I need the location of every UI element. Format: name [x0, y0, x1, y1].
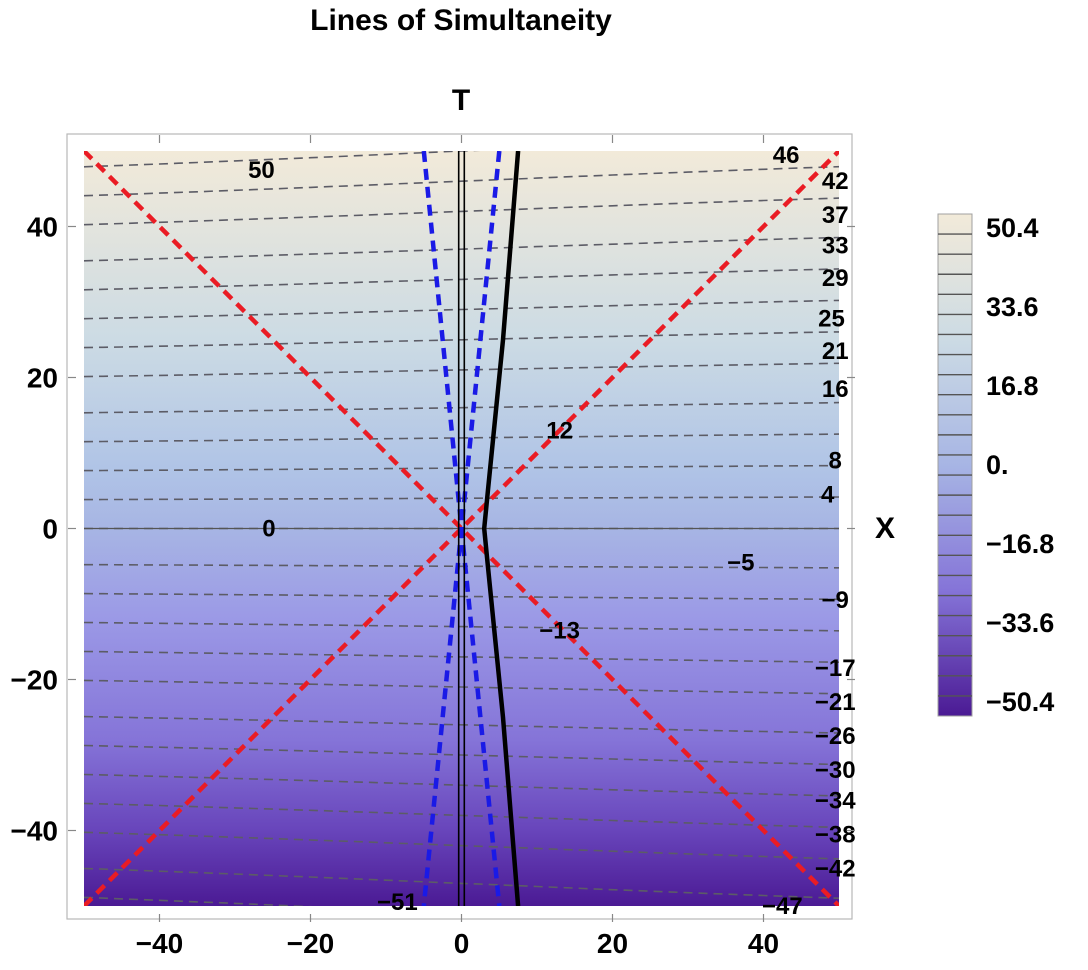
- colorbar-label: 0.: [986, 450, 1009, 480]
- contour-line: [84, 268, 839, 291]
- colorbar: 50.4 33.6 16.8 0. −16.8 −33.6 −50.4: [937, 213, 1054, 717]
- contour-label: −9: [822, 587, 849, 614]
- contour-line: [84, 773, 839, 797]
- contour-labels: 50 46 42 37 33 29 25 21 16 12 8 4 0 −5 −9 −13 −17 −21 −26 −…: [248, 142, 856, 920]
- contour-line: [84, 744, 839, 766]
- contour-label: −30: [815, 757, 856, 784]
- contour-line: [84, 496, 839, 501]
- contour-line: [84, 802, 839, 829]
- colorbar-label: −33.6: [986, 608, 1054, 638]
- contour-label: 25: [818, 306, 845, 333]
- y-tick-label: −40: [11, 816, 59, 847]
- contour-label: −42: [815, 855, 856, 882]
- x-axis-title: X: [875, 512, 895, 545]
- contour-label: 46: [773, 142, 800, 169]
- x-tick-label: −20: [287, 928, 335, 959]
- contour-label: 29: [822, 265, 849, 292]
- contour-line: [84, 331, 839, 349]
- contour-line: [84, 679, 839, 695]
- colorbar-ramp: [937, 213, 973, 717]
- x-tick-label: −40: [136, 928, 184, 959]
- contour-line: [84, 464, 839, 472]
- y-tick-label: 0: [42, 514, 58, 545]
- colorbar-label: −16.8: [986, 529, 1054, 559]
- worldlines: [84, 151, 839, 906]
- contour-line: [84, 831, 839, 860]
- contour-line: [84, 236, 839, 262]
- contour-line: [84, 197, 839, 226]
- contour-label: −51: [377, 889, 418, 916]
- contour-label: 33: [822, 232, 849, 259]
- contour-label: −38: [815, 821, 856, 848]
- contour-line: [84, 433, 839, 443]
- x-tick-label: 0: [454, 928, 470, 959]
- contour-label: 8: [829, 448, 842, 475]
- chart-title: Lines of Simultaneity: [310, 4, 612, 37]
- colorbar-label: 50.4: [986, 213, 1039, 243]
- contour-line: [84, 151, 481, 168]
- contour-label: 37: [822, 202, 849, 229]
- contour-label: −47: [762, 893, 803, 920]
- y-tick-label: 20: [27, 363, 58, 394]
- worldline-blue-dashed: [459, 151, 502, 906]
- contour-label: 12: [546, 417, 573, 444]
- x-tick-label: 20: [597, 928, 628, 959]
- contour-label: −21: [815, 689, 856, 716]
- contour-label: 21: [822, 338, 849, 365]
- contour-line: [84, 299, 839, 320]
- light-cone-line: [84, 151, 839, 906]
- contour-line: [84, 867, 839, 899]
- y-tick-label: 40: [27, 212, 58, 243]
- contour-line: [84, 650, 839, 663]
- x-tick-label: 40: [748, 928, 779, 959]
- worldline-black-solid: [481, 151, 521, 906]
- contour-label: 50: [248, 157, 275, 184]
- contour-line: [84, 896, 313, 906]
- y-axis-title: T: [452, 84, 470, 117]
- light-cone-line: [84, 151, 839, 906]
- contour-label: −13: [539, 617, 580, 644]
- contour-label: −5: [727, 549, 754, 576]
- contour-label: 0: [262, 516, 275, 543]
- colorbar-label: 33.6: [986, 292, 1039, 322]
- contour-line: [84, 165, 839, 197]
- contour-label: −26: [815, 723, 856, 750]
- contour-lines: [84, 151, 839, 906]
- colorbar-label: 16.8: [986, 371, 1039, 401]
- contour-label: 16: [822, 376, 849, 403]
- contour-label: −34: [815, 787, 856, 814]
- contour-line: [84, 563, 839, 569]
- colorbar-label: −50.4: [986, 687, 1054, 717]
- contour-label: −17: [815, 655, 856, 682]
- contour-line: [84, 621, 839, 632]
- contour-line: [84, 401, 839, 414]
- y-tick-label: −20: [11, 665, 59, 696]
- contour-label: 42: [822, 168, 849, 195]
- contour-line: [84, 715, 839, 734]
- contour-line: [84, 592, 839, 601]
- contour-line: [84, 362, 839, 378]
- contour-label: 4: [821, 482, 835, 509]
